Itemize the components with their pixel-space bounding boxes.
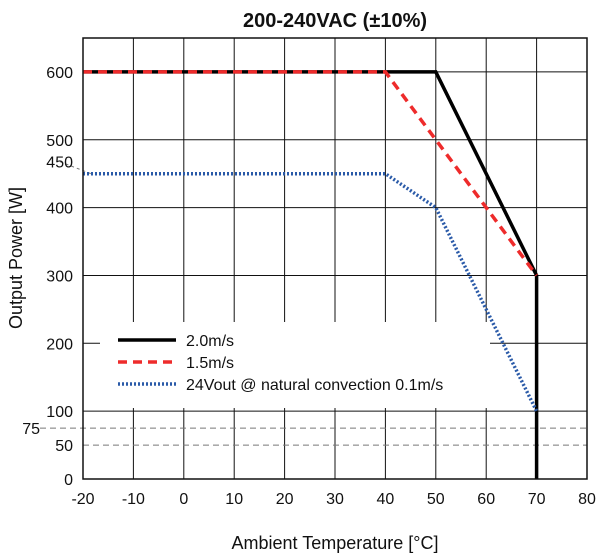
x-tick-label: 70 bbox=[528, 491, 546, 508]
y-axis-label: Output Power [W] bbox=[6, 187, 26, 329]
x-tick-label: 20 bbox=[276, 491, 294, 508]
y-tick-labels: 0 50 100 200 300 400 500 600 450 75 bbox=[22, 65, 73, 489]
y-tick-label: 0 bbox=[64, 472, 73, 489]
y-tick-label: 50 bbox=[55, 438, 73, 455]
legend: 2.0m/s 1.5m/s 24Vout @ natural convection … bbox=[100, 322, 490, 408]
x-tick-label: 10 bbox=[225, 491, 243, 508]
y-tick-label: 100 bbox=[46, 404, 73, 421]
y-tick-label: 600 bbox=[46, 65, 73, 82]
series-line-2 bbox=[83, 70, 539, 277]
grid bbox=[83, 38, 587, 479]
x-tick-label: 40 bbox=[377, 491, 395, 508]
legend-entry: 24Vout @ natural convection 0.1m/s bbox=[186, 377, 443, 394]
y-tick-label: 75 bbox=[22, 421, 40, 438]
x-tick-label: 60 bbox=[477, 491, 495, 508]
chart-title: 200-240VAC (±10%) bbox=[243, 10, 427, 32]
x-tick-label: 0 bbox=[179, 491, 188, 508]
x-axis-label: Ambient Temperature [°C] bbox=[232, 533, 439, 553]
x-tick-label: -20 bbox=[71, 491, 94, 508]
legend-background bbox=[100, 322, 490, 408]
reference-lines bbox=[40, 161, 587, 446]
y-tick-label: 200 bbox=[46, 336, 73, 353]
plot-frame bbox=[82, 37, 588, 480]
legend-entry: 2.0m/s bbox=[186, 333, 234, 350]
x-tick-label: 30 bbox=[326, 491, 344, 508]
y-tick-label: 450 bbox=[46, 155, 73, 172]
series-line-3 bbox=[83, 171, 539, 412]
x-tick-labels: -20 -10 0 10 20 30 40 50 60 70 80 bbox=[71, 491, 596, 508]
x-tick-label: -10 bbox=[122, 491, 145, 508]
x-tick-label: 50 bbox=[427, 491, 445, 508]
legend-entry: 1.5m/s bbox=[186, 355, 234, 372]
series-line-1 bbox=[83, 70, 539, 479]
y-tick-label: 400 bbox=[46, 201, 73, 218]
y-tick-label: 300 bbox=[46, 268, 73, 285]
y-tick-label: 500 bbox=[46, 133, 73, 150]
x-tick-label: 80 bbox=[578, 491, 596, 508]
series-lines bbox=[83, 70, 539, 479]
